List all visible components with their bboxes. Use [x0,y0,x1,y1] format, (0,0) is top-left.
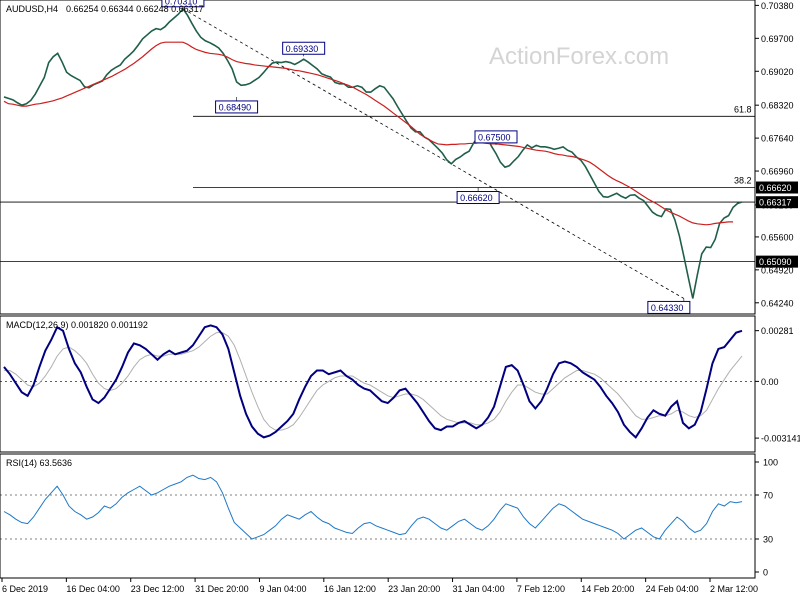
macd-y-tick-label: -0.003141 [761,434,800,444]
price-title: AUDUSD,H4 [6,4,58,14]
rsi-y-tick-label: 100 [763,458,778,468]
price-annotations: 0.70310 0.68490 0.69330 0.67500 0.66620 0.643… [161,0,691,314]
annotation-label: 0.64330 [651,303,684,313]
price-tag-box [756,196,798,209]
x-tick-label: 24 Feb 04:00 [646,584,699,594]
macd-y-axis: 0.00281 0.00 -0.003141 [755,326,800,444]
price-panel: ActionForex.com 61.838.2 0.703100.684900… [0,0,798,315]
annotation-box [456,191,500,205]
macd-y-tick-label: 0.00281 [761,326,794,336]
price-y-tick-label: 0.67640 [761,134,794,144]
x-tick-label: 31 Jan 04:00 [453,584,505,594]
annotation-box [161,0,205,8]
price-y-tick-label: 0.65600 [761,232,794,242]
x-tick-label: 9 Jan 04:00 [259,584,306,594]
ma-line [3,41,734,226]
rsi-y-tick-label: 30 [763,535,773,545]
rsi-y-axis: 100 70 30 0 [755,458,778,578]
watermark: ActionForex.com [489,43,669,70]
price-tag-box [756,181,798,194]
rsi-panel: 100 70 30 0 RSI(14) 63.5636 [0,453,778,579]
macd-signal-line [4,332,743,431]
price-line [3,7,743,299]
annotation-label: 0.66620 [460,193,493,203]
price-y-tick-label: 0.64240 [761,298,794,308]
annotation-box [282,41,326,55]
x-axis: 6 Dec 2019 16 Dec 04:00 23 Dec 12:00 31 Dec… [1,578,758,594]
annotation-label: 0.67500 [478,132,511,142]
annotation-label: 0.70310 [165,0,198,6]
price-y-tick-label: 0.64920 [761,265,794,275]
price-tag-box [756,255,798,268]
x-tick-label: 6 Dec 2019 [2,584,48,594]
x-tick-label: 2 Mar 12:00 [710,584,758,594]
x-tick-label: 7 Feb 12:00 [517,584,565,594]
rsi-series-group [3,474,743,540]
macd-title: MACD(12,26,9) 0.001820 0.001192 [6,320,148,330]
rsi-panel-frame [0,453,756,579]
annotation-label: 0.68490 [219,102,252,112]
macd-series-group [3,324,743,439]
price-y-tick-label: 0.66960 [761,167,794,177]
price-tag-label: 0.66317 [759,198,792,208]
price-ohlc-header: 0.66254 0.66344 0.66248 0.66317 [66,4,204,14]
macd-panel: 0.00281 0.00 -0.003141 MACD(12,26,9) 0.001… [0,315,800,453]
macd-line [3,324,743,439]
price-y-tick-label: 0.69700 [761,34,794,44]
price-right-tags: 0.66620 0.66317 0.65090 [756,181,798,268]
price-y-tick-label: 0.70380 [761,1,794,11]
x-tick-label: 16 Jan 12:00 [324,584,376,594]
price-y-tick-label: 0.69020 [761,67,794,77]
fib-label: 38.2 [734,176,752,186]
macd-y-tick-label: 0.00 [761,377,779,387]
price-horizontal-lines: 61.8 38.2 [0,104,755,263]
fib-label: 61.8 [734,104,752,114]
rsi-title: RSI(14) 63.5636 [6,458,72,468]
price-tag-label: 0.66620 [759,183,792,193]
price-tag-label: 0.65090 [759,257,792,267]
annotation-label: 0.69330 [286,44,319,54]
price-series-group [3,7,743,299]
annotation-box [474,130,518,144]
trendline [182,8,685,299]
annotation-box [215,100,259,114]
x-tick-label: 23 Jan 20:00 [388,584,440,594]
annotation-box [647,300,691,314]
x-tick-label: 16 Dec 04:00 [66,584,120,594]
rsi-line [3,474,743,540]
price-trendline [182,8,685,299]
macd-panel-frame [0,315,756,453]
rsi-y-tick-label: 0 [763,568,768,578]
x-tick-label: 14 Feb 20:00 [581,584,634,594]
price-y-tick-label: 0.68320 [761,101,794,111]
x-tick-label: 31 Dec 20:00 [195,584,249,594]
x-tick-label: 23 Dec 12:00 [131,584,185,594]
rsi-y-tick-label: 70 [763,491,773,501]
